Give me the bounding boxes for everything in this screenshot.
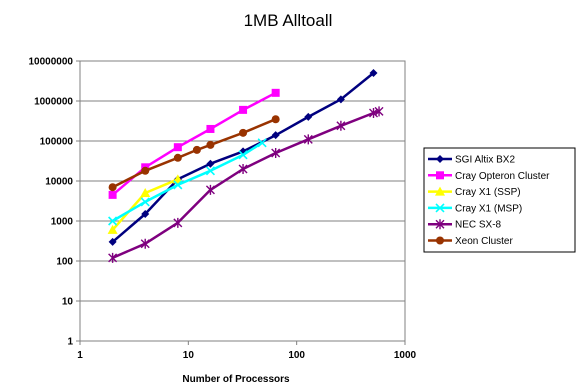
data-point: [173, 180, 183, 190]
x-tick-label: 1000: [394, 350, 417, 361]
data-point: [271, 148, 281, 159]
legend-label: Cray Opteron Cluster: [455, 171, 550, 182]
y-tick-label: 1: [67, 337, 73, 348]
plot-area: [79, 60, 406, 342]
data-point: [271, 115, 280, 124]
y-tick-label: 100000: [40, 137, 74, 148]
y-tick-label: 10000000: [29, 57, 74, 68]
grid: [80, 100, 405, 302]
data-point: [141, 209, 150, 218]
data-point: [173, 143, 182, 152]
data-point: [206, 140, 215, 149]
x-axis-title: Number of Processors: [182, 374, 290, 385]
series-line: [111, 141, 263, 223]
legend-item-cray-x1-ssp: Cray X1 (SSP): [428, 186, 521, 198]
data-point: [141, 166, 150, 175]
data-point: [205, 166, 216, 176]
data-point: [173, 153, 182, 162]
legend-label: NEC SX-8: [455, 220, 502, 231]
series-cray-x1-ssp: [107, 174, 183, 234]
legend-item-xeon-cluster: Xeon Cluster: [428, 236, 513, 247]
data-point: [107, 224, 118, 234]
legend-label: Cray X1 (SSP): [455, 187, 521, 198]
legend-label: Xeon Cluster: [455, 236, 513, 247]
legend-label: Cray X1 (MSP): [455, 203, 522, 214]
data-point: [369, 108, 378, 119]
data-point: [108, 190, 117, 199]
x-tick-label: 10: [183, 350, 195, 361]
y-tick-label: 10: [62, 297, 74, 308]
series-sgi-altix-bx2: [108, 69, 378, 246]
data-point: [140, 188, 151, 198]
data-point: [239, 105, 248, 114]
data-point: [173, 217, 183, 228]
data-point: [206, 124, 215, 133]
legend-label: SGI Altix BX2: [455, 155, 515, 166]
data-point: [239, 128, 248, 137]
data-point: [257, 138, 267, 148]
data-point: [374, 106, 384, 117]
data-point: [192, 145, 201, 154]
y-axis: 1 10 100 1000 10000 100000 1000000 10000000: [29, 57, 80, 348]
series-line: [112, 110, 380, 259]
y-tick-label: 100: [56, 257, 73, 268]
legend-marker: [435, 219, 445, 230]
data-point: [369, 69, 378, 78]
series-cray-x1-msp: [108, 138, 267, 226]
data-point: [271, 131, 280, 140]
legend: SGI Altix BX2 Cray Opteron Cluster Cray X1…: [423, 147, 576, 253]
y-tick-label: 1000000: [34, 97, 73, 108]
data-point: [303, 134, 313, 145]
legend-item-nec-sx-8: NEC SX-8: [428, 219, 502, 231]
series-xeon-cluster: [108, 115, 280, 192]
y-tick-label: 10000: [45, 177, 73, 188]
legend-item-cray-x1-msp: Cray X1 (MSP): [428, 203, 522, 214]
data-point: [205, 184, 215, 195]
data-point: [238, 163, 248, 174]
data-point: [140, 238, 150, 249]
x-axis: 1 10 100 1000: [77, 341, 417, 361]
data-point: [172, 174, 183, 184]
data-point: [140, 197, 150, 207]
data-point: [206, 159, 215, 168]
legend-item-sgi-altix-bx2: SGI Altix BX2: [428, 155, 515, 166]
legend-marker: [435, 186, 445, 196]
data-point: [108, 183, 117, 192]
legend-box: [423, 147, 576, 253]
legend-marker: [436, 155, 444, 163]
x-tick-label: 1: [77, 350, 83, 361]
legend-marker: [436, 236, 444, 245]
series-line: [111, 72, 375, 243]
data-point: [108, 252, 118, 263]
legend-marker: [435, 203, 445, 213]
chart-title: 1MB Alltoall: [244, 11, 333, 30]
legend-item-cray-opteron-cluster: Cray Opteron Cluster: [428, 171, 550, 182]
plot-series: [107, 69, 384, 263]
legend-marker: [436, 171, 444, 180]
data-point: [336, 95, 345, 104]
series-line: [111, 91, 277, 196]
data-point: [108, 237, 117, 246]
y-tick-label: 1000: [51, 217, 74, 228]
x-tick-label: 100: [288, 350, 305, 361]
data-point: [238, 150, 248, 160]
data-point: [108, 216, 118, 226]
data-point: [271, 88, 280, 97]
series-nec-sx-8: [108, 106, 384, 263]
data-point: [304, 112, 313, 121]
data-point: [336, 120, 346, 131]
series-cray-opteron-cluster: [108, 88, 280, 199]
